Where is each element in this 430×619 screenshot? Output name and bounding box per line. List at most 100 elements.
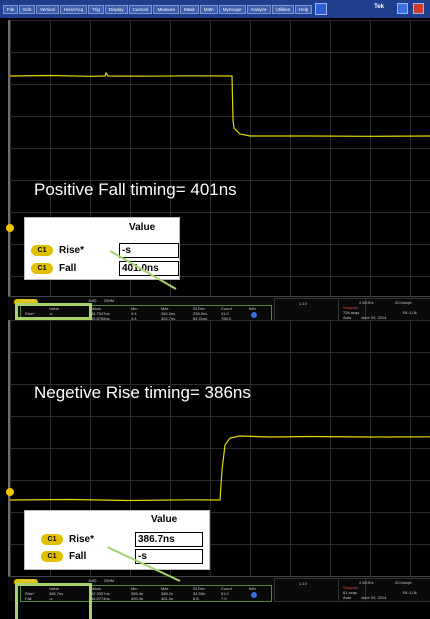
row-stdev: 84.41ns <box>193 316 208 321</box>
menu-help[interactable]: Help <box>295 4 313 14</box>
acquisition-info[interactable]: 2.5GS/s 20.0ns/pt Stopped 61 acqs RL:1.0… <box>338 578 430 602</box>
row-max: 302.7ns <box>161 316 176 321</box>
measure-value-header: Value <box>129 222 156 233</box>
row-stdev: 34.55n <box>193 591 206 596</box>
channel-marker-icon[interactable] <box>6 488 14 496</box>
measure-value: -s <box>119 243 179 258</box>
acq-mode: Stopped <box>343 585 358 590</box>
menu-bar: File Edit Vertical Horiz/Acq Trig Displa… <box>0 0 430 18</box>
acq-count: 726 acqs <box>343 310 360 315</box>
measurement-box-top: Value C1 Rise* -s C1 Fall 401.0ns <box>24 217 180 280</box>
measure-name: Fall <box>59 263 77 274</box>
menu-trig[interactable]: Trig <box>88 4 104 14</box>
acq-rl: RL:1.0k <box>403 310 417 315</box>
acq-rl: RL:1.0k <box>403 590 417 595</box>
acquisition-info[interactable]: 2.5GS/s 20.0ns/pt Stopped 726 acqs RL:1.… <box>338 298 430 322</box>
measure-value: -s <box>135 549 203 564</box>
row-value: -s <box>49 596 53 601</box>
col-count: Count <box>221 306 232 311</box>
highlight-frame-top <box>15 303 92 320</box>
menu-horiz-acq[interactable]: Horiz/Acq <box>59 4 88 14</box>
row-max: 401.4n <box>161 596 174 601</box>
row-stdev: 256.0ns <box>193 311 208 316</box>
measurement-box-bottom: Value C1 Rise* 386.7ns C1 Fall -s <box>24 510 210 570</box>
measurement-table: Value Mean Min Max St Dev Count Info Ris… <box>20 585 272 602</box>
measure-row: C1 Rise* <box>31 242 114 259</box>
menu-mask[interactable]: Mask <box>179 4 199 14</box>
acq-auto: Auto <box>343 315 352 320</box>
row-count: 788.0 <box>221 316 232 321</box>
row-name: Rise* <box>25 591 35 596</box>
waveform-trace-bottom <box>10 435 430 502</box>
acq-sample: 20.0ns/pt <box>395 580 412 585</box>
measure-row: C1 Rise* <box>41 531 124 548</box>
input-impedance: 1MΩ <box>88 578 97 583</box>
row-mean: 46.7947ns <box>91 311 110 316</box>
acq-rate: 2.5GS/s <box>359 300 374 305</box>
measure-row: C1 Fall <box>31 260 114 277</box>
row-mean: 56.8768ns <box>91 316 110 321</box>
vertical-scale: 1.0V/div <box>20 298 35 303</box>
bandwidth: 250M <box>104 298 115 303</box>
channel-1-indicator[interactable] <box>14 299 38 305</box>
row-count: 51.0 <box>221 591 229 596</box>
measure-name: Rise* <box>69 534 95 545</box>
close-button[interactable] <box>413 3 424 14</box>
vertical-scale: 1.0V/div <box>20 578 35 583</box>
menu-myscope[interactable]: MyScope <box>218 4 246 14</box>
channel-badge: C1 <box>31 245 53 256</box>
row-value: -s <box>49 311 53 316</box>
info-icon[interactable] <box>251 312 257 318</box>
menu-display[interactable]: Display <box>104 4 128 14</box>
help-icon[interactable] <box>315 3 328 15</box>
menu-measure[interactable]: Measure <box>153 4 179 14</box>
measure-row: C1 Fall <box>41 548 124 565</box>
col-value: Value <box>49 586 59 591</box>
status-bar-top: 1.0V/div 1MΩ 250M Value Mean Min Max St … <box>8 296 430 322</box>
info-icon[interactable] <box>251 592 257 598</box>
acq-rate: 2.5GS/s <box>359 580 374 585</box>
col-value: Value <box>49 306 59 311</box>
measure-name: Fall <box>69 551 87 562</box>
measure-name: Rise* <box>59 245 85 256</box>
channel-badge: C1 <box>31 263 53 274</box>
highlight-frame-bottom <box>15 583 92 619</box>
col-mean: Mean <box>91 586 102 591</box>
acq-date: June 03, 2014 <box>361 595 387 600</box>
menu-file[interactable]: File <box>3 4 19 14</box>
trigger-info[interactable]: 1.1V <box>274 578 366 602</box>
col-min: Min <box>131 306 138 311</box>
col-stdev: St Dev <box>193 586 206 591</box>
row-name: Rise* <box>25 311 35 316</box>
menu-vertical[interactable]: Vertical <box>36 4 59 14</box>
row-mean: 56.5774ns <box>91 596 110 601</box>
menu-analyze[interactable]: Analyze <box>246 4 271 14</box>
col-stdev: St Dev <box>193 306 206 311</box>
menu-edit[interactable]: Edit <box>19 4 36 14</box>
row-min: 4.4 <box>131 316 137 321</box>
col-max: Max <box>161 586 169 591</box>
menu-utilities[interactable]: Utilities <box>271 4 295 14</box>
row-count: 41.0 <box>221 311 229 316</box>
trigger-level: 1.1V <box>299 581 308 586</box>
acq-count: 61 acqs <box>343 590 358 595</box>
trigger-level: 1.1V <box>299 301 308 306</box>
row-name: Fall <box>25 596 32 601</box>
brand-logo: Tek <box>374 4 384 10</box>
minimize-button[interactable] <box>397 3 408 14</box>
col-mean: Mean <box>91 306 102 311</box>
channel-marker-icon[interactable] <box>6 224 14 232</box>
col-info: Info <box>249 586 256 591</box>
heading-positive-fall: Positive Fall timing= 401ns <box>34 180 237 199</box>
row-max: 388.2n <box>161 591 174 596</box>
bandwidth: 250M <box>104 578 115 583</box>
menu-cursors[interactable]: Cursors <box>128 4 153 14</box>
channel-badge: C1 <box>41 551 63 562</box>
row-stdev: 6.8 <box>193 596 199 601</box>
menu-math[interactable]: Math <box>199 4 218 14</box>
col-max: Max <box>161 306 169 311</box>
channel-1-indicator[interactable] <box>14 579 38 585</box>
acq-sample: 20.0ns/pt <box>395 300 412 305</box>
row-max: 284.0ns <box>161 311 176 316</box>
row-value: 386.7ns <box>49 591 64 596</box>
